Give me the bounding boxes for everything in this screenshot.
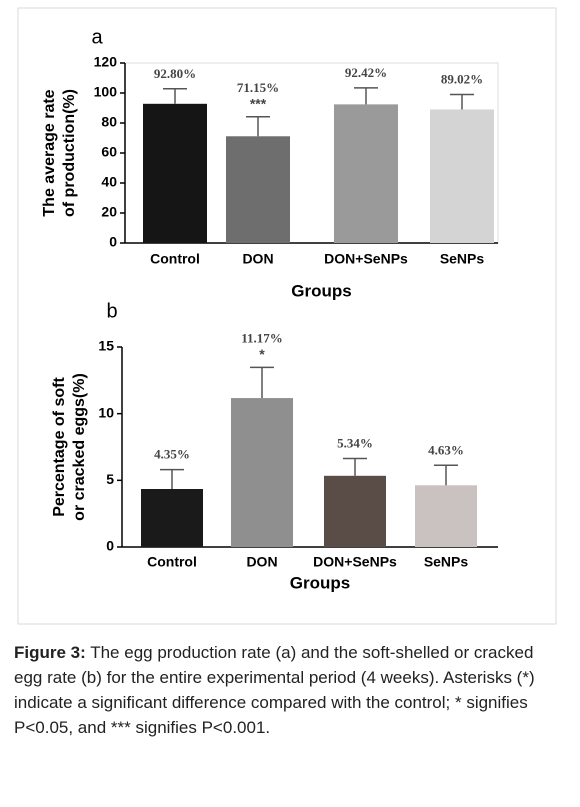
x-tick-label: Control	[150, 251, 200, 267]
x-tick-label: SeNPs	[424, 554, 469, 570]
y-tick-label: 0	[109, 234, 117, 250]
x-tick-label: Control	[147, 554, 197, 570]
figure-frame	[17, 7, 557, 625]
bar	[334, 104, 398, 244]
x-tick-label: DON	[242, 251, 273, 267]
significance-mark: *	[259, 346, 265, 362]
x-tick-label: DON+SeNPs	[313, 554, 397, 570]
value-label: 71.15%	[237, 80, 279, 95]
x-tick-label: DON	[246, 554, 277, 570]
y-axis-label: or cracked eggs(%)	[71, 373, 88, 521]
x-tick-label: SeNPs	[440, 251, 485, 267]
panel-label: b	[106, 300, 117, 322]
panel-label: a	[91, 26, 103, 48]
value-label: 4.35%	[154, 447, 190, 462]
y-tick-label: 0	[106, 538, 114, 554]
value-label: 89.02%	[441, 71, 483, 86]
y-axis-label: of production(%)	[61, 89, 78, 217]
value-label: 11.17%	[241, 330, 283, 345]
bar	[141, 489, 203, 547]
y-tick-label: 120	[94, 54, 118, 70]
bar	[324, 475, 386, 547]
value-label: 92.80%	[154, 66, 196, 81]
y-tick-label: 40	[101, 174, 117, 190]
y-tick-label: 80	[101, 114, 117, 130]
bar	[143, 103, 207, 243]
bar	[430, 109, 494, 243]
y-tick-label: 5	[106, 471, 114, 487]
value-label: 92.42%	[345, 65, 387, 80]
y-tick-label: 60	[101, 144, 117, 160]
y-axis-label: The average rate	[41, 89, 58, 216]
caption-text: The egg production rate (a) and the soft…	[14, 643, 535, 737]
bar	[231, 398, 293, 547]
x-tick-label: DON+SeNPs	[324, 251, 408, 267]
y-tick-label: 100	[94, 84, 118, 100]
y-axis-label: Percentage of soft	[51, 377, 68, 517]
x-axis-label: Groups	[291, 281, 351, 300]
bar	[226, 136, 290, 243]
bar	[415, 485, 477, 547]
caption-label: Figure 3:	[14, 643, 86, 662]
x-axis-label: Groups	[290, 573, 350, 592]
y-tick-label: 10	[98, 404, 114, 420]
value-label: 5.34%	[337, 435, 373, 450]
y-tick-label: 15	[98, 338, 114, 354]
value-label: 4.63%	[428, 442, 464, 457]
significance-mark: ***	[250, 95, 267, 111]
y-tick-label: 20	[101, 204, 117, 220]
caption: Figure 3: The egg production rate (a) an…	[14, 640, 559, 740]
